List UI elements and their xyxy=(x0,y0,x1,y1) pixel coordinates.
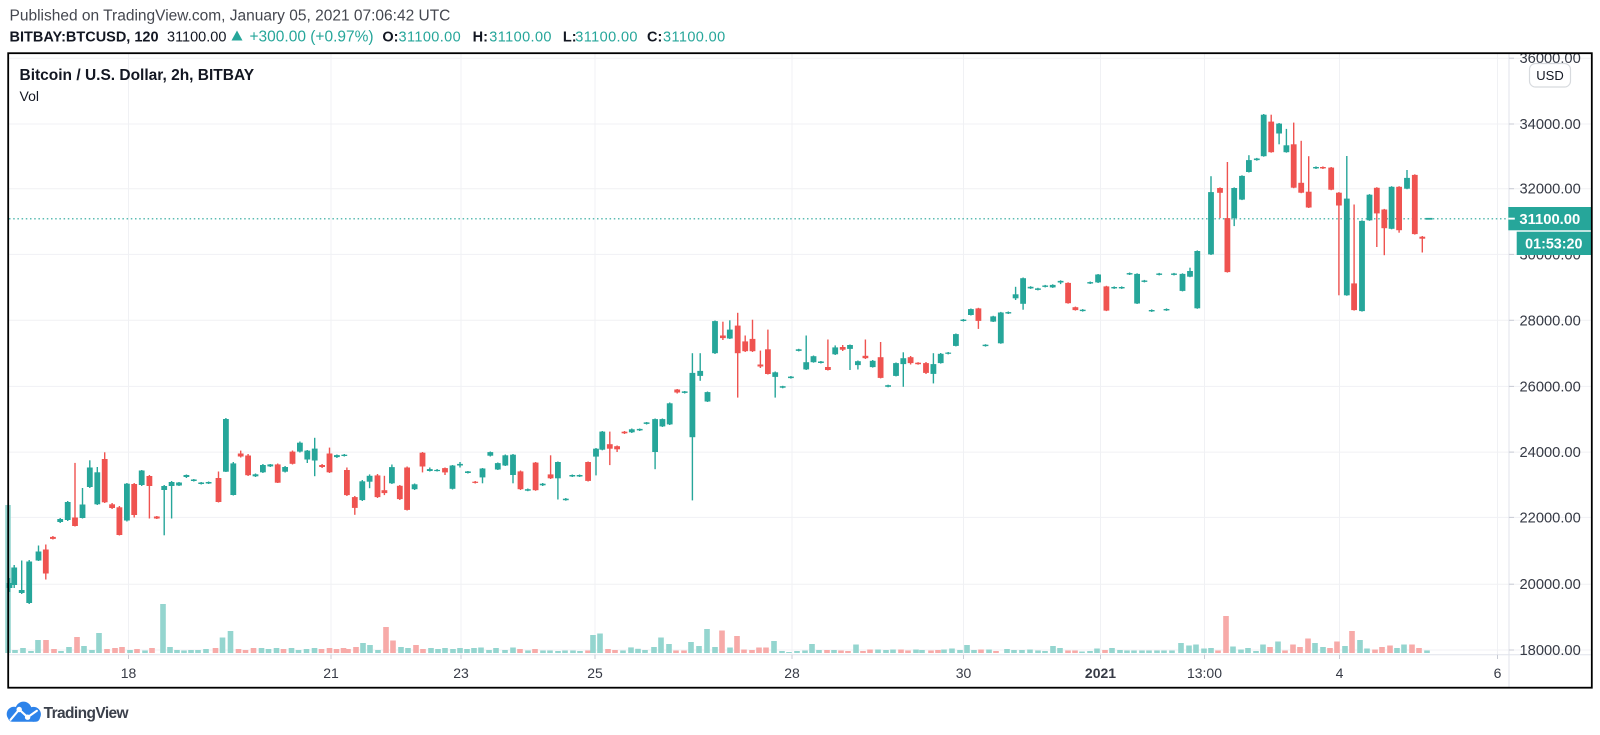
svg-text:TradingView: TradingView xyxy=(44,705,130,722)
svg-text:BITBAY:BTCUSD, 120: BITBAY:BTCUSD, 120 xyxy=(10,30,159,46)
svg-text:13:00: 13:00 xyxy=(1187,665,1222,681)
svg-text:31100.00: 31100.00 xyxy=(489,30,552,46)
svg-text:18000.00: 18000.00 xyxy=(1520,643,1581,659)
svg-text:28000.00: 28000.00 xyxy=(1520,313,1581,329)
svg-text:31100.00: 31100.00 xyxy=(1519,212,1580,228)
svg-text:30: 30 xyxy=(956,665,972,681)
svg-text:6: 6 xyxy=(1494,665,1502,681)
svg-text:2021: 2021 xyxy=(1085,665,1116,681)
svg-text:O:: O: xyxy=(382,30,398,46)
svg-text:Published on TradingView.com,: Published on TradingView.com, January 05… xyxy=(10,8,451,25)
svg-text:L:: L: xyxy=(563,30,577,46)
svg-text:23: 23 xyxy=(453,665,469,681)
svg-text:Vol: Vol xyxy=(20,88,39,104)
svg-text:31100.00: 31100.00 xyxy=(399,30,462,46)
svg-text:24000.00: 24000.00 xyxy=(1520,445,1581,461)
svg-text:C:: C: xyxy=(647,30,662,46)
svg-text:USD: USD xyxy=(1536,68,1563,83)
svg-text:31100.00: 31100.00 xyxy=(575,30,638,46)
svg-text:31100.00: 31100.00 xyxy=(167,30,226,46)
svg-text:4: 4 xyxy=(1336,665,1344,681)
svg-text:26000.00: 26000.00 xyxy=(1520,379,1581,395)
svg-text:32000.00: 32000.00 xyxy=(1520,182,1581,198)
svg-text:01:53:20: 01:53:20 xyxy=(1525,237,1582,253)
svg-text:22000.00: 22000.00 xyxy=(1520,510,1581,526)
svg-text:18: 18 xyxy=(121,665,137,681)
svg-text:28: 28 xyxy=(784,665,800,681)
svg-text:21: 21 xyxy=(323,665,339,681)
svg-text:H:: H: xyxy=(473,30,488,46)
svg-text:31100.00: 31100.00 xyxy=(663,30,726,46)
svg-text:+300.00 (+0.97%): +300.00 (+0.97%) xyxy=(250,29,374,46)
svg-text:34000.00: 34000.00 xyxy=(1520,117,1581,133)
svg-text:20000.00: 20000.00 xyxy=(1520,577,1581,593)
svg-text:Bitcoin / U.S. Dollar, 2h, BIT: Bitcoin / U.S. Dollar, 2h, BITBAY xyxy=(20,67,255,84)
svg-text:25: 25 xyxy=(587,665,603,681)
